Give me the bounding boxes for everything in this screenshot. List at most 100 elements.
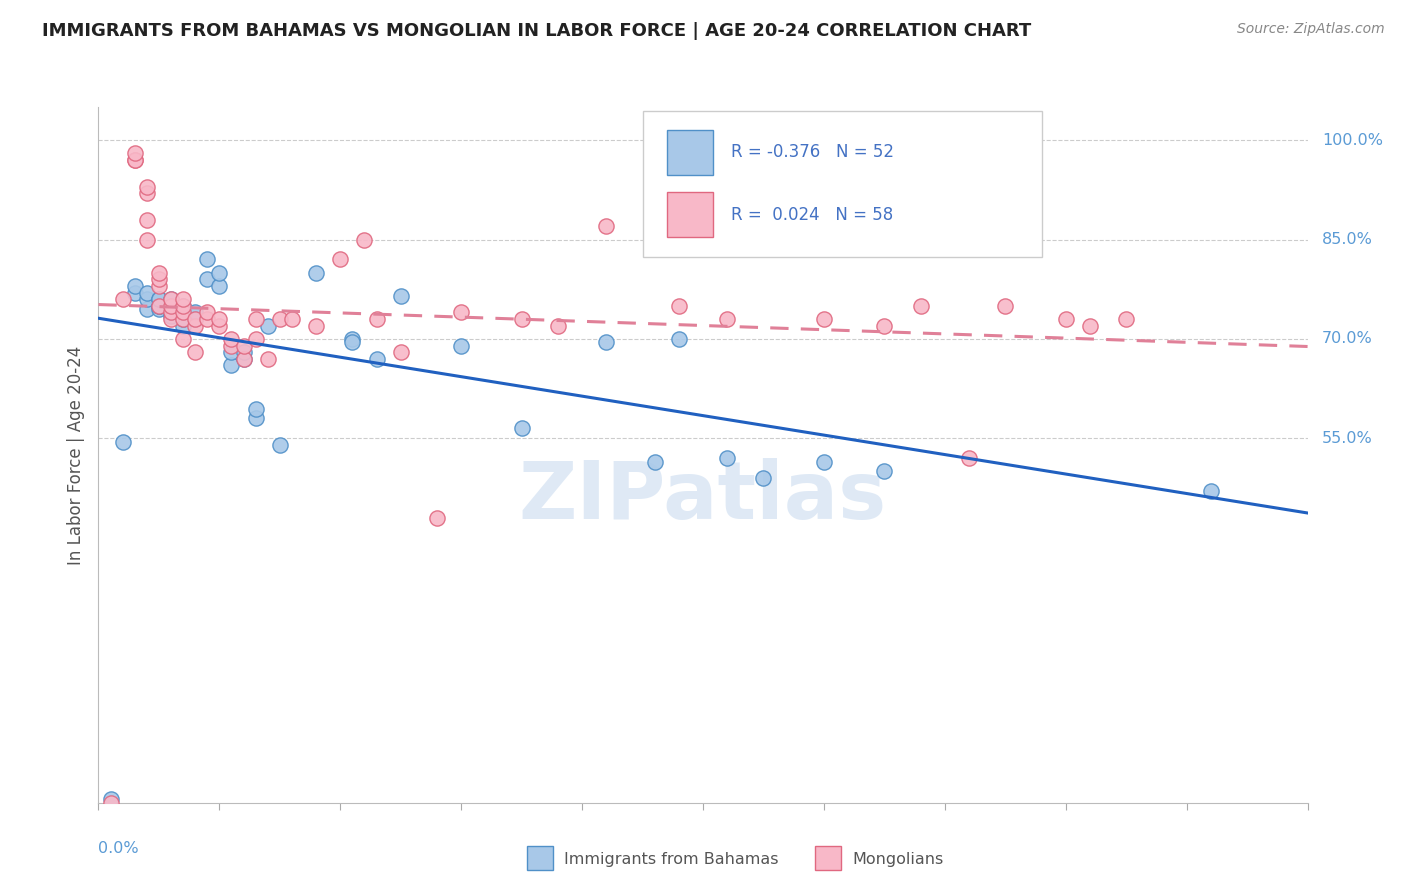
Point <box>305 318 328 333</box>
Point <box>1115 312 1137 326</box>
Point <box>547 318 569 333</box>
Text: 0.0%: 0.0% <box>98 841 139 856</box>
Text: IMMIGRANTS FROM BAHAMAS VS MONGOLIAN IN LABOR FORCE | AGE 20-24 CORRELATION CHAR: IMMIGRANTS FROM BAHAMAS VS MONGOLIAN IN … <box>42 22 1032 40</box>
Point <box>232 338 254 352</box>
Point <box>172 299 194 313</box>
Point <box>329 252 352 267</box>
Point <box>510 312 533 326</box>
Point <box>813 454 835 468</box>
Point <box>245 401 267 416</box>
Point <box>389 345 412 359</box>
Point <box>208 279 231 293</box>
Point <box>160 309 183 323</box>
Point <box>172 305 194 319</box>
Point <box>221 338 243 352</box>
Point <box>172 292 194 306</box>
Point <box>172 312 194 326</box>
Point <box>208 312 231 326</box>
Point <box>195 252 218 267</box>
Point <box>148 279 170 293</box>
Point <box>172 299 194 313</box>
Point <box>873 465 896 479</box>
Text: 70.0%: 70.0% <box>1322 332 1372 346</box>
Point <box>148 266 170 280</box>
Point <box>595 219 617 234</box>
Point <box>595 335 617 350</box>
Point <box>148 292 170 306</box>
Point <box>366 351 388 366</box>
Point <box>160 292 183 306</box>
Point <box>148 272 170 286</box>
Point <box>124 153 146 167</box>
Point <box>353 233 375 247</box>
Point <box>994 299 1017 313</box>
Point <box>752 471 775 485</box>
Point <box>256 318 278 333</box>
Point <box>366 312 388 326</box>
Point <box>716 312 738 326</box>
Point <box>124 153 146 167</box>
Point <box>195 272 218 286</box>
Point <box>1054 312 1077 326</box>
Point <box>221 359 243 373</box>
Point <box>148 292 170 306</box>
Point <box>342 335 364 350</box>
Point <box>342 332 364 346</box>
Point <box>232 345 254 359</box>
Point <box>160 305 183 319</box>
Point <box>111 434 134 449</box>
Text: 85.0%: 85.0% <box>1322 232 1374 247</box>
Point <box>100 792 122 806</box>
Point <box>208 318 231 333</box>
Point <box>135 285 157 300</box>
Text: Mongolians: Mongolians <box>852 853 943 867</box>
Point <box>124 146 146 161</box>
Point <box>148 299 170 313</box>
Point <box>184 312 207 326</box>
Text: 100.0%: 100.0% <box>1322 133 1384 148</box>
Point <box>148 302 170 317</box>
Point <box>1199 484 1222 499</box>
Point <box>281 312 304 326</box>
Text: 55.0%: 55.0% <box>1322 431 1372 446</box>
Point <box>232 351 254 366</box>
Point <box>195 305 218 319</box>
Point <box>160 299 183 313</box>
Text: R = -0.376   N = 52: R = -0.376 N = 52 <box>731 144 894 161</box>
Point <box>269 438 291 452</box>
Point <box>184 345 207 359</box>
Point <box>135 233 157 247</box>
Point <box>269 312 291 326</box>
Point <box>100 796 122 810</box>
Text: Source: ZipAtlas.com: Source: ZipAtlas.com <box>1237 22 1385 37</box>
FancyBboxPatch shape <box>666 193 713 237</box>
Point <box>124 279 146 293</box>
Point <box>245 411 267 425</box>
Point <box>160 292 183 306</box>
Point <box>111 292 134 306</box>
Point <box>135 179 157 194</box>
Point <box>172 312 194 326</box>
Point <box>221 332 243 346</box>
Point <box>668 299 690 313</box>
Point <box>160 312 183 326</box>
Y-axis label: In Labor Force | Age 20-24: In Labor Force | Age 20-24 <box>66 345 84 565</box>
Point <box>160 299 183 313</box>
Point <box>172 332 194 346</box>
Point <box>135 292 157 306</box>
Point <box>245 312 267 326</box>
Point <box>389 289 412 303</box>
FancyBboxPatch shape <box>666 129 713 175</box>
Point <box>426 511 449 525</box>
Point <box>232 351 254 366</box>
Point <box>148 299 170 313</box>
Point <box>172 305 194 319</box>
Point <box>195 312 218 326</box>
Point <box>450 338 472 352</box>
Point <box>124 285 146 300</box>
Point <box>148 299 170 313</box>
Point <box>510 421 533 435</box>
Point <box>160 305 183 319</box>
Point <box>184 312 207 326</box>
Point <box>873 318 896 333</box>
